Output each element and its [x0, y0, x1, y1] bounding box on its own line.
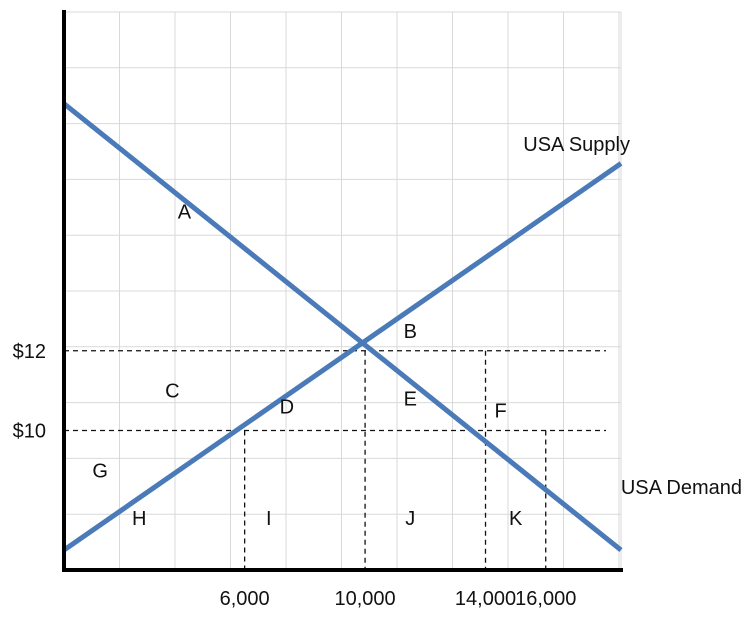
- series-lines: [62, 101, 623, 553]
- region-label-k: K: [509, 508, 523, 530]
- x-tick-label: 6,000: [220, 588, 270, 610]
- region-label-b: B: [404, 321, 417, 343]
- reference-lines: [64, 350, 606, 570]
- region-label-h: H: [132, 508, 146, 530]
- region-label-f: F: [494, 401, 506, 423]
- usa-demand-label: USA Demand: [621, 477, 742, 499]
- grid: [64, 11, 622, 570]
- tick-labels: 6,000 10,000 14,000 16,000 $12 $10: [13, 341, 577, 610]
- region-label-e: E: [404, 389, 417, 411]
- usa-demand-line: [62, 101, 623, 553]
- x-tick-label: 14,000: [455, 588, 516, 610]
- usa-supply-label: USA Supply: [523, 134, 630, 156]
- region-label-i: I: [266, 508, 272, 530]
- y-tick-label: $10: [13, 421, 46, 443]
- x-tick-label: 10,000: [334, 588, 395, 610]
- usa-supply-line: [62, 161, 623, 553]
- region-label-d: D: [280, 397, 294, 419]
- region-label-j: J: [405, 508, 415, 530]
- region-label-c: C: [165, 381, 179, 403]
- axes: [62, 10, 623, 572]
- x-tick-label: 16,000: [515, 588, 576, 610]
- region-labels: A B C D E F G H I J K: [92, 201, 523, 530]
- curve-labels: USA Supply USA Demand: [523, 134, 742, 499]
- region-label-a: A: [178, 201, 192, 223]
- y-tick-label: $12: [13, 341, 46, 363]
- region-label-g: G: [92, 460, 108, 482]
